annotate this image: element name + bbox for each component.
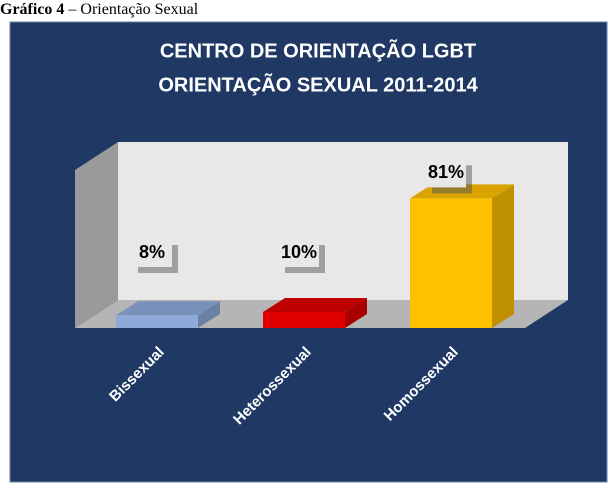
- label-box: [426, 159, 466, 188]
- label-box: [132, 239, 172, 267]
- bar-side: [198, 301, 220, 328]
- caption-label: Gráfico 4: [0, 1, 64, 18]
- bar: [263, 312, 345, 328]
- bar-top: [263, 298, 367, 312]
- caption: Gráfico 4 – Orientação Sexual: [0, 1, 199, 18]
- bar: [410, 198, 492, 328]
- bar: [116, 315, 198, 328]
- bar-side: [345, 298, 367, 328]
- label-box: [279, 239, 319, 267]
- title-line: CENTRO DE ORIENTAÇÃO LGBT: [160, 39, 476, 62]
- title-line: ORIENTAÇÃO SEXUAL 2011-2014: [158, 73, 478, 96]
- data-label: 81%: [428, 162, 464, 182]
- bar-top: [116, 301, 220, 316]
- side-wall: [75, 142, 118, 328]
- bar-side: [492, 184, 514, 328]
- caption-text: – Orientação Sexual: [67, 1, 198, 18]
- data-label: 10%: [281, 242, 317, 262]
- data-label: 8%: [139, 242, 165, 262]
